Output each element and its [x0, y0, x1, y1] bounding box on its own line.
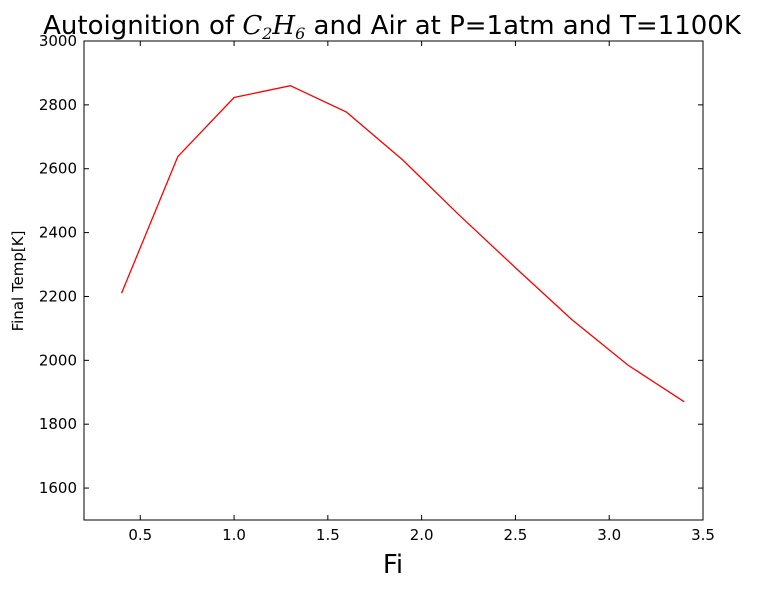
y-tick-label: 1600: [39, 479, 77, 497]
y-tick-label: 3000: [39, 32, 77, 50]
axes-frame: [83, 40, 704, 521]
y-tick-label: 2400: [39, 224, 77, 242]
x-tick-label: 0.5: [128, 526, 152, 544]
x-axis-label: Fi: [383, 550, 403, 580]
y-tick-label: 1800: [39, 415, 77, 433]
x-tick-label: 1.5: [316, 526, 340, 544]
x-tick-label: 3.0: [597, 526, 621, 544]
y-tick-label: 2000: [39, 351, 77, 369]
x-tick-label: 1.0: [222, 526, 246, 544]
y-tick-label: 2800: [39, 96, 77, 114]
axis-ticks: 0.5 1.0 1.5 2.0 2.5 3.0 3.5 1600 1800 2000 2200 240…: [39, 32, 715, 544]
plot-area: [120, 85, 685, 403]
series-line-0: [120, 85, 685, 403]
y-axis-label: Final Temp[K]: [9, 231, 27, 332]
chart-title: Autoignition of C2H6 and Air at P=1atm a…: [43, 11, 742, 43]
y-tick-label: 2600: [39, 160, 77, 178]
x-tick-label: 2.5: [503, 526, 527, 544]
x-tick-label: 2.0: [410, 526, 434, 544]
x-tick-label: 3.5: [691, 526, 715, 544]
y-tick-label: 2200: [39, 287, 77, 305]
